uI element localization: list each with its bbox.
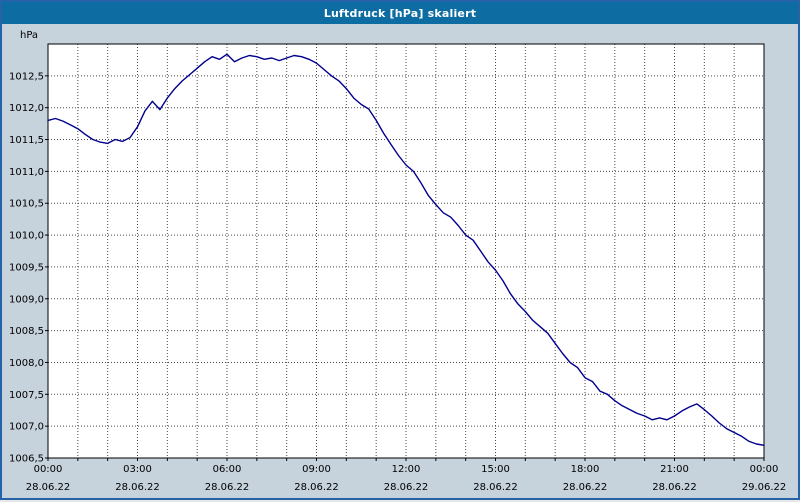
y-tick-label: 1011,5 [9,135,44,146]
pressure-chart: hPa 1006,5 1007,0 1007,5 1008,0 1008,5 1009,0 1… [9,30,787,493]
x-date-label: 28.06.22 [26,482,71,493]
y-tick-label: 1012,5 [9,71,44,82]
y-tick-label: 1007,0 [9,422,44,433]
x-date-label: 28.06.22 [652,482,697,493]
y-tick-label: 1006,5 [9,454,44,465]
x-date-label: 28.06.22 [205,482,250,493]
x-tick-label: 00:00 [34,464,63,475]
x-tick-label: 12:00 [392,464,421,475]
y-tick-label: 1009,5 [9,262,44,273]
y-tick-label: 1008,0 [9,358,44,369]
chart-area: hPa 1006,5 1007,0 1007,5 1008,0 1008,5 1009,0 1… [2,24,798,498]
x-tick-label: 21:00 [660,464,689,475]
y-tick-label: 1009,0 [9,294,44,305]
pressure-line [47,53,765,446]
x-tick-label: 00:00 [750,464,779,475]
x-date-label: 28.06.22 [384,482,429,493]
x-tick-label: 18:00 [571,464,600,475]
y-axis-unit-label: hPa [20,30,38,41]
x-tick-label: 15:00 [481,464,510,475]
x-tick-label: 06:00 [213,464,242,475]
x-tick-label: 09:00 [302,464,331,475]
y-tick-label: 1007,5 [9,390,44,401]
x-date-label: 28.06.22 [473,482,518,493]
title-bar: Luftdruck [hPa] skaliert [2,2,798,24]
y-tick-label: 1010,0 [9,231,44,242]
x-tick-label: 03:00 [123,464,152,475]
y-tick-label: 1008,5 [9,326,44,337]
x-date-label: 28.06.22 [115,482,160,493]
y-tick-label: 1011,0 [9,167,44,178]
y-tick-label: 1012,0 [9,103,44,114]
x-date-label: 28.06.22 [563,482,608,493]
x-date-label: 28.06.22 [294,482,339,493]
y-tick-label: 1010,5 [9,199,44,210]
x-date-label: 29.06.22 [742,482,787,493]
window-title: Luftdruck [hPa] skaliert [323,6,477,20]
